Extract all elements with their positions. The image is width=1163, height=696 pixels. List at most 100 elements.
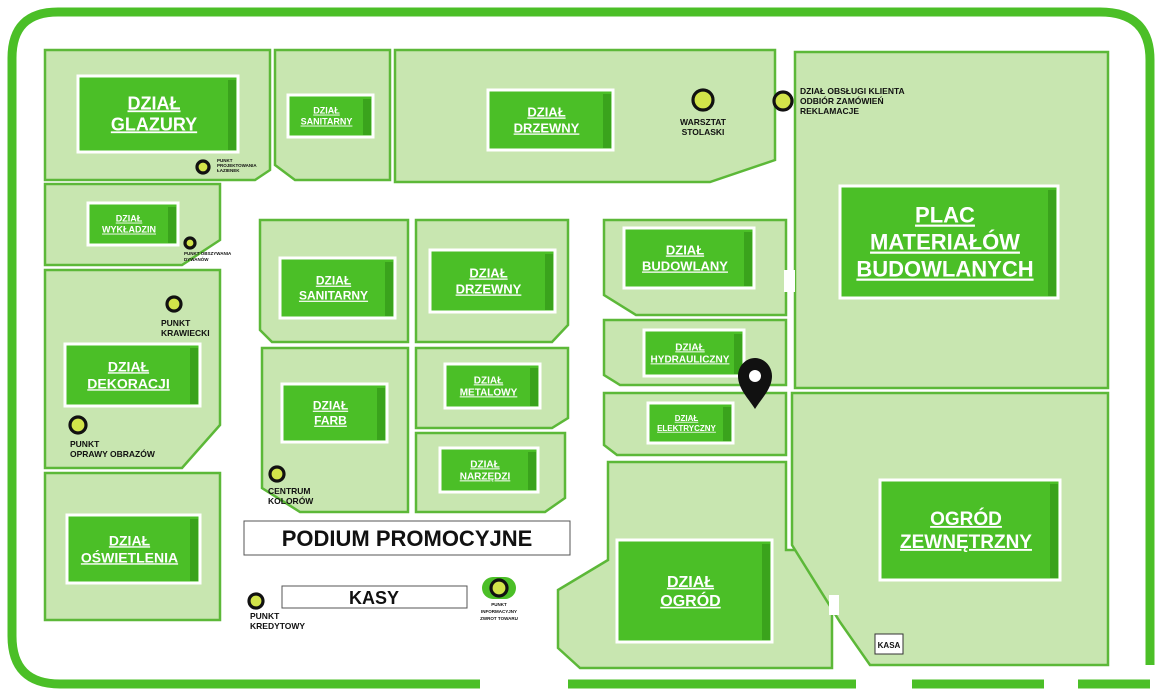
department-label-box bbox=[63, 342, 202, 408]
kasy-text: KASY bbox=[349, 588, 399, 608]
department-label-line: NARZĘDZI bbox=[460, 471, 511, 482]
department-label-box bbox=[65, 513, 202, 585]
poi-label-line: PUNKT bbox=[161, 318, 191, 328]
poi-informacyjny[interactable]: PUNKT INFORMACYJNY ZWROT TOWARU bbox=[480, 577, 518, 621]
poi-label-line: DZIAŁ OBSŁUGI KLIENTA bbox=[800, 86, 905, 96]
department-label-line: SANITARNY bbox=[299, 289, 368, 303]
poi-label-line: KRAWIECKI bbox=[161, 328, 210, 338]
department-label-line: DZIAŁ bbox=[666, 242, 704, 257]
department-label-line: DRZEWNY bbox=[456, 281, 522, 296]
poi-label-line: PUNKT bbox=[217, 158, 233, 163]
department-label-box bbox=[443, 362, 542, 410]
department-label-box bbox=[86, 201, 180, 247]
department-label-line: DZIAŁ bbox=[109, 532, 151, 548]
department-label-box bbox=[622, 226, 756, 290]
podium-promocyjne-text: PODIUM PROMOCYJNE bbox=[282, 526, 533, 551]
map-pin-icon[interactable] bbox=[738, 358, 772, 409]
poi-label-line: PUNKT OBSZYWANIA bbox=[184, 251, 232, 256]
department-label-shadow bbox=[528, 452, 536, 490]
department-label-line: OGRÓD bbox=[930, 508, 1002, 530]
poi-label-line: REKLAMACJE bbox=[800, 106, 859, 116]
department-label-line: DZIAŁ bbox=[675, 414, 699, 423]
department-label-line: DZIAŁ bbox=[469, 265, 507, 280]
poi-label-line: INFORMACYJNY bbox=[481, 609, 517, 614]
kasa-box bbox=[874, 633, 904, 655]
department-label-line: DZIAŁ bbox=[470, 459, 499, 470]
poi-label-line: OPRAWY OBRAZÓW bbox=[70, 448, 156, 459]
department-label-line: DZIAŁ bbox=[128, 93, 181, 113]
department-label-shadow bbox=[1048, 190, 1056, 296]
poi-label-line: ŁAZIENEK bbox=[217, 168, 240, 173]
department-label-shadow bbox=[190, 348, 198, 404]
poi-label-line: ODBIÓR ZAMÓWIEŃ bbox=[800, 95, 884, 106]
department-label-line: DZIAŁ bbox=[313, 399, 348, 413]
department-label-line: DZIAŁ bbox=[667, 574, 714, 591]
department-label-box bbox=[878, 478, 1062, 582]
department-label-line: WYKŁADZIN bbox=[102, 225, 156, 235]
department-label-shadow bbox=[723, 407, 731, 441]
department-label-shadow bbox=[385, 262, 393, 316]
department-label-shadow bbox=[530, 368, 538, 406]
department-label-box bbox=[838, 184, 1060, 300]
department-label-shadow bbox=[168, 207, 176, 243]
poi-marker-icon bbox=[691, 88, 715, 112]
poi-label-line: CENTRUM bbox=[268, 486, 311, 496]
department-label-line: DZIAŁ bbox=[116, 214, 143, 224]
department-label-shadow bbox=[603, 94, 611, 148]
poi-label-line: PUNKT bbox=[70, 439, 100, 449]
department-label-line: MATERIAŁÓW bbox=[870, 230, 1020, 255]
poi-label-line: WARSZTAT bbox=[680, 117, 727, 127]
department-label-box bbox=[646, 401, 735, 445]
department-label-line: BUDOWLANYCH bbox=[856, 257, 1033, 282]
poi-label-line: PROJEKTOWANIA bbox=[217, 163, 257, 168]
poi-marker-icon bbox=[165, 295, 183, 313]
department-label-box bbox=[280, 382, 389, 444]
department-label-shadow bbox=[744, 232, 752, 286]
department-label-line: OGRÓD bbox=[660, 591, 720, 610]
poi-marker-icon bbox=[183, 236, 197, 250]
kasy-banner bbox=[281, 585, 468, 609]
department-label-line: FARB bbox=[314, 414, 347, 428]
poi-marker-icon bbox=[772, 90, 794, 112]
poi-label-line: KREDYTOWY bbox=[250, 621, 305, 631]
department-label-shadow bbox=[734, 334, 742, 374]
department-label-box bbox=[76, 74, 240, 154]
department-label-box bbox=[642, 328, 746, 378]
poi-label-line: PUNKT bbox=[491, 602, 507, 607]
department-label-shadow bbox=[228, 80, 236, 150]
poi-marker-icon bbox=[489, 578, 509, 598]
department-label-line: ELEKTRYCZNY bbox=[657, 424, 716, 433]
poi-label-line: ZWROT TOWARU bbox=[480, 616, 518, 621]
department-label-shadow bbox=[377, 388, 385, 440]
department-label-line: ZEWNĘTRZNY bbox=[900, 532, 1032, 553]
department-label-line: DZIAŁ bbox=[316, 274, 351, 288]
department-label-line: SANITARNY bbox=[301, 117, 353, 127]
